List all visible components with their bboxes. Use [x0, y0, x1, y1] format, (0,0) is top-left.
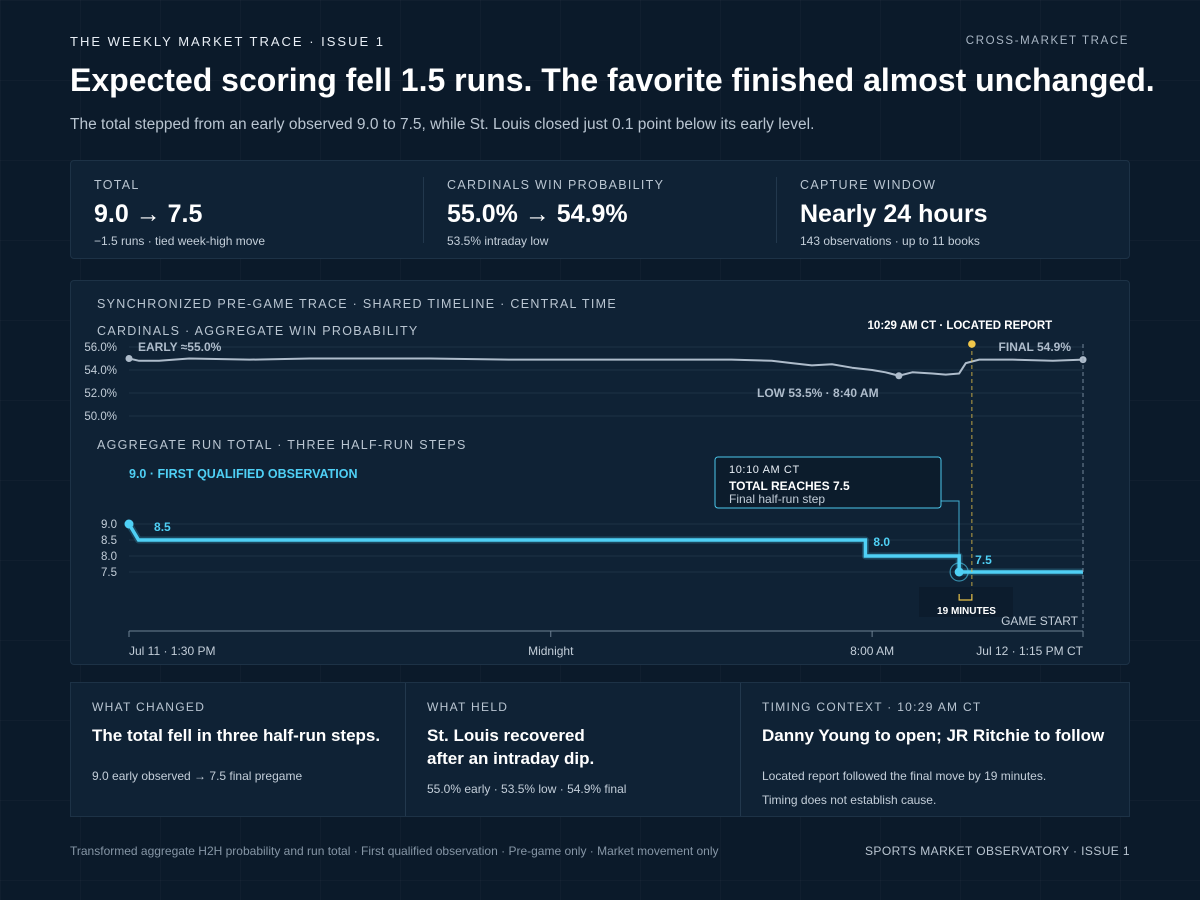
stat-value: 9.0 → 7.5: [94, 200, 203, 228]
callout-headline: TOTAL REACHES 7.5: [729, 479, 850, 493]
callout-time: 10:10 AM CT: [729, 464, 800, 476]
callout-sub: Final half-run step: [729, 492, 825, 506]
stat-label: CARDINALS WIN PROBABILITY: [447, 178, 665, 192]
callout-leader: [941, 500, 960, 566]
y-tick-label: 52.0%: [84, 388, 117, 400]
gap-label: 19 MINUTES: [937, 606, 996, 617]
final-step-point: [954, 567, 964, 577]
callout-box: [714, 456, 942, 509]
insight-timing-context: TIMING CONTEXT · 10:29 AM CT Danny Young…: [762, 683, 1122, 816]
win-probability-line: [128, 357, 1084, 377]
x-tick-label: Midnight: [528, 644, 574, 658]
insight-what-held: WHAT HELD St. Louis recovered after an i…: [427, 683, 737, 816]
first-observation-point: [124, 519, 134, 529]
insight-divider: [740, 683, 741, 816]
data-label: 8.5: [154, 520, 171, 534]
insight-note: 9.0 early observed → 7.5 final pregame: [92, 769, 303, 783]
annotation-low: LOW 53.5% · 8:40 AM: [757, 386, 879, 400]
insight-label: WHAT CHANGED: [92, 700, 206, 714]
stat-value: 55.0% → 54.9%: [447, 200, 628, 228]
insight-title: The total fell in three half-run steps.: [92, 726, 381, 745]
report-marker-point: [968, 340, 976, 348]
panel-title-run-total: AGGREGATE RUN TOTAL · THREE HALF-RUN STE…: [97, 438, 467, 452]
y-tick-label: 50.0%: [84, 411, 117, 423]
annotation-final: FINAL 54.9%: [999, 340, 1072, 354]
y-tick-label: 56.0%: [84, 342, 117, 354]
page-subhead: The total stepped from an early observed…: [70, 116, 815, 133]
issue-kicker: THE WEEKLY MARKET TRACE · ISSUE 1: [70, 34, 385, 49]
stat-note: −1.5 runs · tied week-high move: [94, 234, 266, 248]
stat-label: CAPTURE WINDOW: [800, 178, 937, 192]
low-point: [895, 372, 903, 380]
footer-methodology: Transformed aggregate H2H probability an…: [70, 844, 719, 858]
insight-note: Located report followed the final move b…: [762, 769, 1047, 783]
early-point: [125, 355, 133, 362]
stat-divider: [423, 177, 424, 243]
insight-note: Timing does not establish cause.: [762, 793, 937, 807]
stat-divider: [776, 177, 777, 243]
gap-label-bg: [919, 587, 1013, 617]
gap-bracket: [958, 594, 973, 601]
run-total-line: [127, 523, 1083, 574]
data-label: 8.0: [873, 535, 890, 549]
y-tick-label: 8.5: [101, 535, 117, 547]
stat-note: 53.5% intraday low: [447, 234, 549, 248]
insight-title-line: after an intraday dip.: [427, 749, 595, 768]
insight-what-changed: WHAT CHANGED The total fell in three hal…: [92, 683, 402, 816]
footer-publication: SPORTS MARKET OBSERVATORY · ISSUE 1: [865, 844, 1130, 858]
insight-label: WHAT HELD: [427, 700, 509, 714]
stats-panel: TOTAL 9.0 → 7.5 −1.5 runs · tied week-hi…: [70, 160, 1130, 259]
insight-title: Danny Young to open; JR Ritchie to follo…: [762, 726, 1105, 745]
x-tick-label: 8:00 AM: [850, 644, 894, 658]
run-total-glow: [125, 522, 1083, 576]
y-tick-label: 9.0: [101, 519, 117, 531]
x-tick-label: Jul 12 · 1:15 PM CT: [976, 644, 1083, 658]
market-trace-chart: SYNCHRONIZED PRE-GAME TRACE · SHARED TIM…: [84, 297, 1087, 658]
y-tick-label: 7.5: [101, 567, 117, 579]
game-start-label: GAME START: [1001, 614, 1079, 628]
insight-label: TIMING CONTEXT · 10:29 AM CT: [762, 700, 982, 714]
chart-title: SYNCHRONIZED PRE-GAME TRACE · SHARED TIM…: [97, 297, 617, 311]
insight-title-line: St. Louis recovered: [427, 726, 585, 745]
chart-panel: SYNCHRONIZED PRE-GAME TRACE · SHARED TIM…: [70, 280, 1130, 665]
stat-value: Nearly 24 hours: [800, 200, 988, 228]
section-tag: CROSS-MARKET TRACE: [965, 35, 1129, 47]
annotation-report: 10:29 AM CT · LOCATED REPORT: [868, 320, 1053, 332]
data-label: 7.5: [975, 553, 992, 567]
insight-note: 55.0% early · 53.5% low · 54.9% final: [427, 782, 627, 796]
x-tick-label: Jul 11 · 1:30 PM: [129, 644, 215, 658]
insights-panel: WHAT CHANGED The total fell in three hal…: [70, 682, 1130, 817]
insight-title: St. Louis recovered after an intraday di…: [427, 724, 594, 770]
page-headline: Expected scoring fell 1.5 runs. The favo…: [70, 62, 1155, 98]
y-tick-label: 8.0: [101, 551, 117, 563]
panel-title-win-prob: CARDINALS · AGGREGATE WIN PROBABILITY: [97, 324, 419, 338]
annotation-first-observation: 9.0 · FIRST QUALIFIED OBSERVATION: [129, 467, 358, 481]
insight-divider: [405, 683, 406, 816]
annotation-early: EARLY ≈55.0%: [138, 340, 222, 354]
stat-label: TOTAL: [94, 178, 140, 192]
stat-note: 143 observations · up to 11 books: [800, 234, 980, 248]
y-tick-label: 54.0%: [84, 365, 117, 377]
